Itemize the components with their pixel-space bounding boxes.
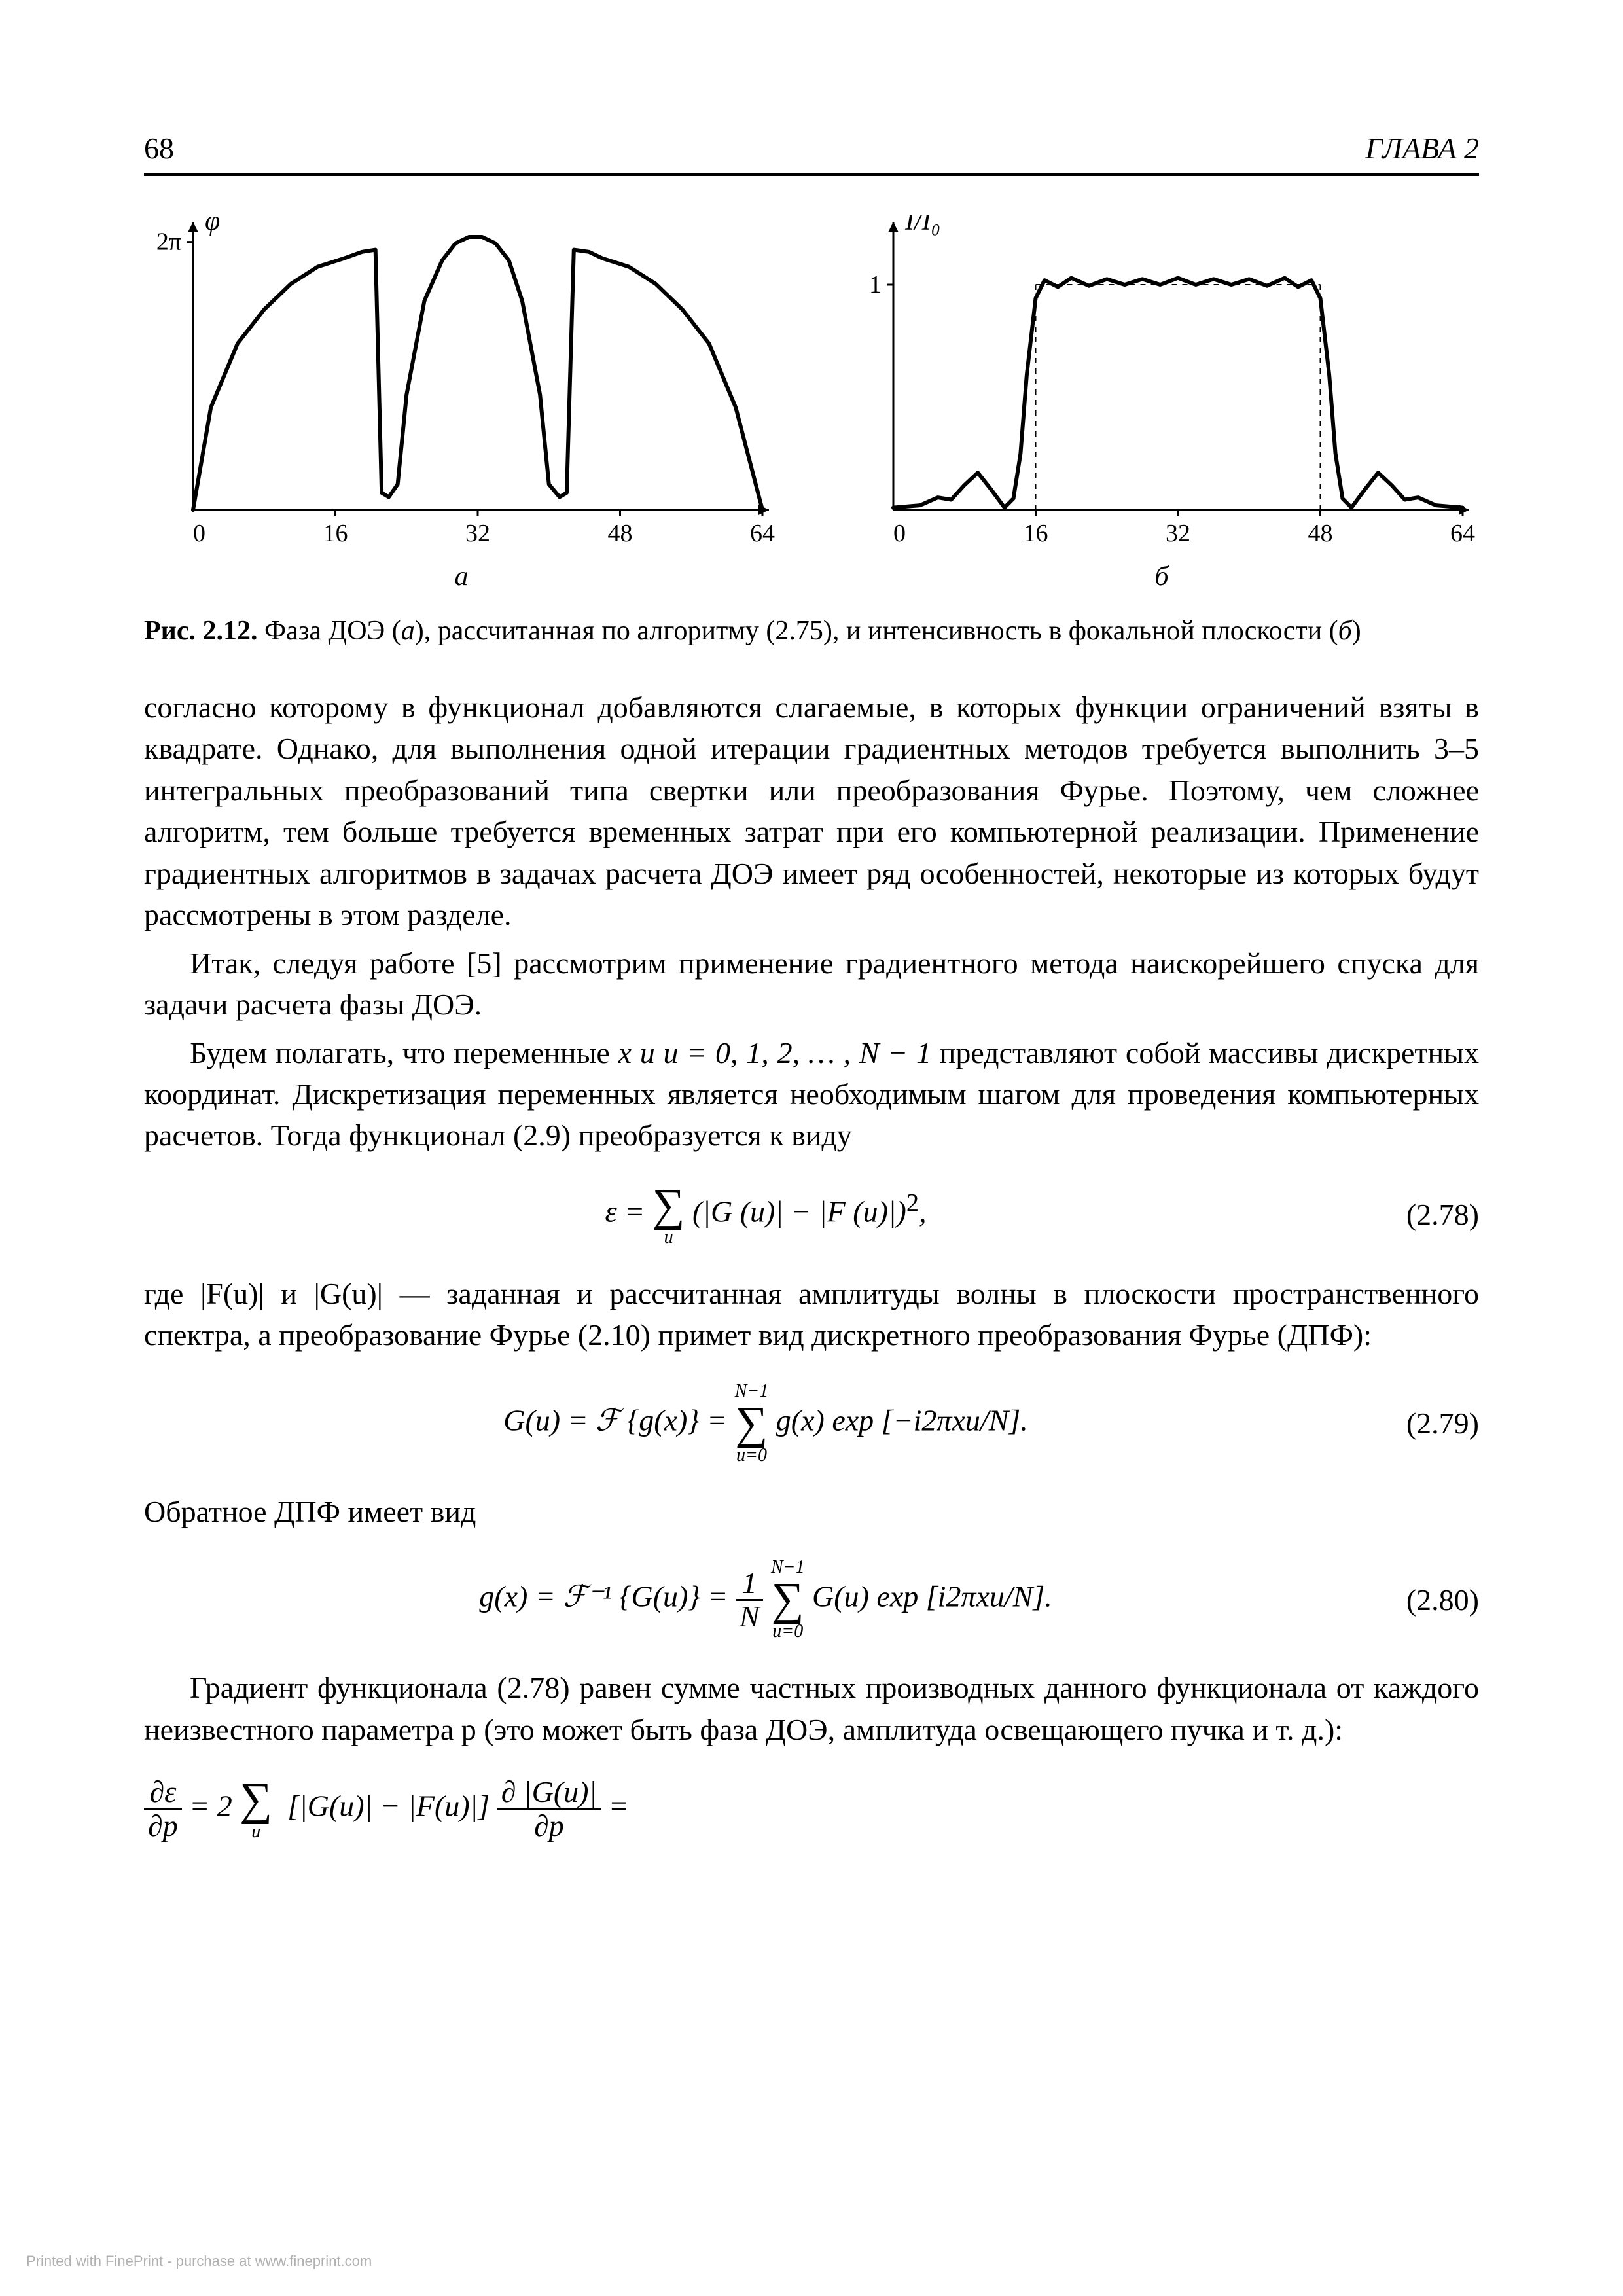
svg-text:64: 64 bbox=[1450, 520, 1475, 547]
svg-text:48: 48 bbox=[1308, 520, 1333, 547]
svg-text:32: 32 bbox=[465, 520, 490, 547]
svg-text:48: 48 bbox=[608, 520, 633, 547]
paragraph-4: где |F(u)| и |G(u)| — заданная и рассчит… bbox=[144, 1273, 1479, 1356]
paragraph-6: Градиент функционала (2.78) равен сумме … bbox=[144, 1667, 1479, 1750]
svg-text:16: 16 bbox=[1024, 520, 1048, 547]
equation-2-79: G(u) = ℱ {g(x)} = N−1 ∑ u=0 g(x) exp [−i… bbox=[144, 1382, 1479, 1465]
svg-text:0: 0 bbox=[193, 520, 205, 547]
eq-number-279: (2.79) bbox=[1387, 1406, 1479, 1441]
figure-caption: Рис. 2.12. Фаза ДОЭ (а), рассчитанная по… bbox=[144, 612, 1479, 651]
svg-text:0: 0 bbox=[893, 520, 906, 547]
paragraph-5: Обратное ДПФ имеет вид bbox=[144, 1491, 1479, 1532]
svg-text:I/I₀: I/I₀ bbox=[904, 215, 940, 236]
page-number: 68 bbox=[144, 131, 174, 166]
equation-2-80: g(x) = ℱ⁻¹ {G(u)} = 1 N N−1 ∑ u=0 G(u) e… bbox=[144, 1558, 1479, 1641]
equation-2-78: ε = ∑ u (|G (u)| − |F (u)|)2, (2.78) bbox=[144, 1183, 1479, 1247]
chart-b-sublabel: б bbox=[1154, 561, 1168, 592]
header-rule bbox=[144, 173, 1479, 176]
chart-a-sublabel: а bbox=[455, 561, 469, 592]
paragraph-2: Итак, следуя работе [5] рассмотрим приме… bbox=[144, 942, 1479, 1026]
svg-text:φ: φ bbox=[205, 215, 220, 236]
svg-text:2π: 2π bbox=[156, 228, 181, 256]
chart-intensity: 0 16 32 48 64 1 I/I₀ bbox=[847, 215, 1476, 556]
footer-watermark: Printed with FinePrint - purchase at www… bbox=[26, 2253, 372, 2270]
svg-text:32: 32 bbox=[1166, 520, 1190, 547]
paragraph-3: Будем полагать, что переменные x и u = 0… bbox=[144, 1032, 1479, 1157]
eq-number-278: (2.78) bbox=[1387, 1197, 1479, 1232]
chart-phase: 0 16 32 48 64 2π φ bbox=[147, 215, 776, 556]
svg-text:16: 16 bbox=[323, 520, 348, 547]
eq-number-280: (2.80) bbox=[1387, 1583, 1479, 1617]
equation-gradient: ∂ε ∂p = 2 ∑ u [|G(u)| − |F(u)|] ∂ |G(u)|… bbox=[144, 1776, 1479, 1842]
paragraph-1: согласно которому в функционал добавляют… bbox=[144, 687, 1479, 936]
svg-text:64: 64 bbox=[750, 520, 775, 547]
chapter-label: ГЛАВА 2 bbox=[1365, 131, 1479, 166]
svg-text:1: 1 bbox=[869, 271, 882, 298]
